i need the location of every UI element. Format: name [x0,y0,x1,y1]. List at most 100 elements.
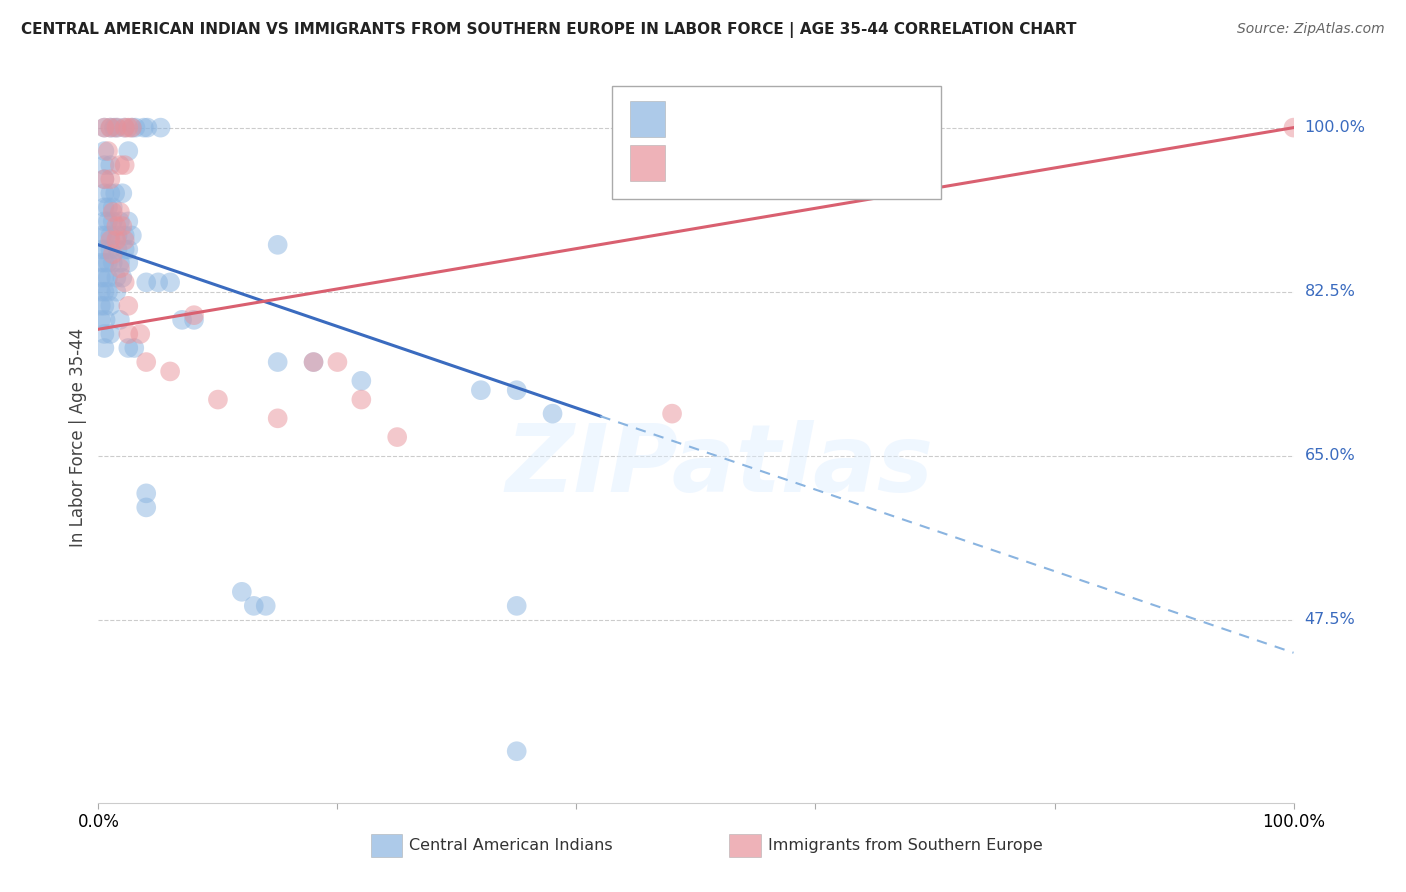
Point [101,247,124,261]
Text: Central American Indians: Central American Indians [409,838,613,853]
Point [114,276,136,290]
Point [93,255,115,269]
Point [97,285,120,299]
Point [111,270,134,285]
Text: CENTRAL AMERICAN INDIAN VS IMMIGRANTS FROM SOUTHERN EUROPE IN LABOR FORCE | AGE : CENTRAL AMERICAN INDIAN VS IMMIGRANTS FR… [21,22,1077,38]
Point [90,313,112,327]
Point [101,200,124,214]
Point [111,186,134,201]
Point [90,285,112,299]
Point [108,255,131,269]
Point [114,120,136,135]
Point [105,219,128,233]
Point [98,228,122,243]
Point [108,261,131,276]
Point [90,255,112,269]
Point [97,270,120,285]
Point [117,144,139,158]
Point [135,486,157,500]
Point [129,326,152,341]
Point [105,285,128,299]
Point [93,172,115,186]
Point [93,326,115,341]
Point [105,270,128,285]
Point [93,120,115,135]
FancyBboxPatch shape [613,86,941,200]
Text: 65.0%: 65.0% [1305,449,1355,463]
Point [117,243,139,257]
Point [117,326,139,341]
Point [385,430,409,444]
Point [136,120,159,135]
Point [91,243,114,257]
Point [506,383,529,397]
Point [350,374,373,388]
Text: 82.5%: 82.5% [1305,285,1355,299]
Point [114,233,136,247]
Point [302,355,325,369]
Point [93,270,115,285]
Point [117,341,139,355]
Point [326,355,349,369]
Point [117,299,139,313]
Point [207,392,229,407]
Point [124,341,146,355]
Point [94,243,117,257]
Point [470,383,492,397]
Point [254,599,277,613]
Point [117,214,139,228]
Point [107,120,129,135]
Point [94,228,117,243]
Point [97,144,120,158]
Point [98,120,122,135]
Point [108,214,131,228]
Point [90,270,112,285]
FancyBboxPatch shape [630,101,665,136]
Point [94,313,117,327]
Point [121,228,143,243]
Text: R = -0.216: R = -0.216 [676,110,772,128]
Text: 47.5%: 47.5% [1305,613,1355,627]
Text: 100.0%: 100.0% [1305,120,1365,135]
Point [111,219,134,233]
Point [541,407,564,421]
Point [97,214,120,228]
Point [267,355,290,369]
Point [114,228,136,243]
Point [108,205,131,219]
Point [101,205,124,219]
Point [105,120,128,135]
Point [114,243,136,257]
Point [98,172,122,186]
Point [148,276,170,290]
Point [93,341,115,355]
Text: R =  0.417: R = 0.417 [676,153,772,172]
Point [93,186,115,201]
Point [98,243,122,257]
Point [506,744,529,758]
Point [124,120,146,135]
Point [114,120,136,135]
Point [90,299,112,313]
Text: Source: ZipAtlas.com: Source: ZipAtlas.com [1237,22,1385,37]
Point [506,599,529,613]
Point [121,120,143,135]
Point [108,313,131,327]
Point [114,158,136,172]
Point [183,313,205,327]
Point [117,120,139,135]
Point [132,120,155,135]
Point [101,255,124,269]
Point [243,599,266,613]
Point [98,158,122,172]
Point [267,237,290,252]
Point [104,186,127,201]
Y-axis label: In Labor Force | Age 35-44: In Labor Force | Age 35-44 [69,327,87,547]
Text: N = 35: N = 35 [801,153,869,172]
Point [93,200,115,214]
Point [149,120,172,135]
Point [101,214,124,228]
Point [98,299,122,313]
Point [183,308,205,322]
Point [267,411,290,425]
